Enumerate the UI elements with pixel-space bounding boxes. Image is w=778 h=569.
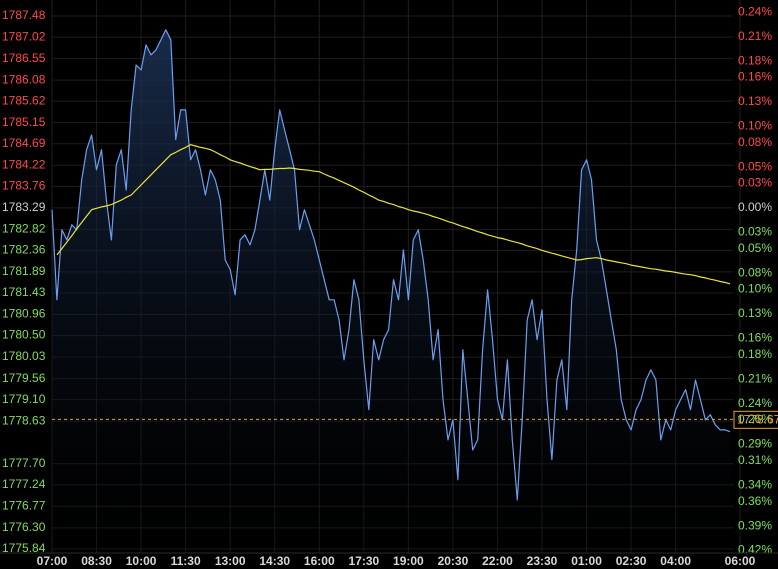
y2-tick-label: 0.29% [738,437,772,451]
last-price-box [733,410,778,429]
y-tick-label: 1775.84 [2,541,46,555]
y2-tick-label: 0.26% [738,412,772,426]
average-line [56,144,731,285]
x-tick-label: 17:30 [348,554,379,568]
x-tick-label: 19:00 [393,554,424,568]
y-tick-label: 1786.08 [2,72,46,86]
x-tick-label: 08:30 [81,554,112,568]
y2-tick-label: 0.21% [738,371,772,385]
y-tick-label: 1776.77 [2,498,46,512]
y2-tick-label: 0.18% [738,347,772,361]
y-tick-label: 1780.96 [2,307,46,321]
y-tick-label: 1782.82 [2,222,46,236]
y2-tick-label: 0.10% [738,119,772,133]
y-tick-label: 1777.24 [2,477,46,491]
y-tick-label: 1787.02 [2,29,46,43]
x-tick-label: 13:00 [215,554,246,568]
y-tick-label: 1780.50 [2,328,46,342]
x-tick-label: 14:30 [259,554,290,568]
y2-tick-label: 0.24% [738,4,772,18]
y2-tick-label: 0.13% [738,306,772,320]
x-tick-label: 22:00 [482,554,513,568]
y2-tick-label: 0.31% [738,453,772,467]
y-tick-label: 1784.69 [2,136,46,150]
y-tick-label: 1781.43 [2,285,46,299]
x-tick-label: 23:30 [527,554,558,568]
y-tick-label: 1776.30 [2,520,46,534]
y2-tick-label: 0.21% [738,29,772,43]
y2-tick-label: 0.13% [738,94,772,108]
y-tick-label: 1777.70 [2,456,46,470]
x-tick-label: 01:00 [571,554,602,568]
y2-tick-label: 0.39% [738,518,772,532]
y-tick-label: 1779.10 [2,392,46,406]
x-tick-label: 07:00 [37,554,68,568]
y2-tick-label: 0.36% [738,494,772,508]
y2-tick-label: 0.03% [738,176,772,190]
x-tick-label: 06:00 [725,554,756,568]
y-tick-label: 1782.36 [2,243,46,257]
y-tick-label: 1778.63 [2,413,46,427]
y-tick-label: 1779.56 [2,371,46,385]
y2-tick-label: 0.08% [738,265,772,279]
y-tick-label: 1780.03 [2,349,46,363]
y2-tick-label: 0.05% [738,159,772,173]
y2-tick-label: 0.34% [738,477,772,491]
y2-tick-label: 0.16% [738,331,772,345]
y2-tick-label: 0.05% [738,241,772,255]
x-tick-label: 10:00 [126,554,157,568]
y-tick-label: 1787.48 [2,8,46,22]
y-tick-label: 1785.15 [2,115,46,129]
y2-tick-label: 0.00% [738,200,772,214]
y-tick-label: 1783.29 [2,200,46,214]
y2-tick-label: 0.16% [738,70,772,84]
price-area [52,29,731,554]
y2-tick-label: 0.24% [738,396,772,410]
x-tick-label: 20:30 [438,554,469,568]
y-tick-label: 1784.22 [2,157,46,171]
x-tick-label: 04:00 [660,554,691,568]
x-tick-label: 16:00 [304,554,335,568]
x-tick-label: 11:30 [171,554,201,568]
y2-tick-label: 0.18% [738,53,772,67]
last-price-label: 1778.67 [737,412,778,426]
y2-tick-label: 0.03% [738,225,772,239]
x-tick-label: 02:30 [616,554,647,568]
y2-tick-label: 0.08% [738,135,772,149]
y-tick-label: 1783.76 [2,178,46,192]
y-tick-label: 1781.89 [2,264,46,278]
y-tick-label: 1786.55 [2,51,46,65]
price-line [51,29,731,501]
y-tick-label: 1785.62 [2,93,46,107]
y2-tick-label: 0.10% [738,282,772,296]
